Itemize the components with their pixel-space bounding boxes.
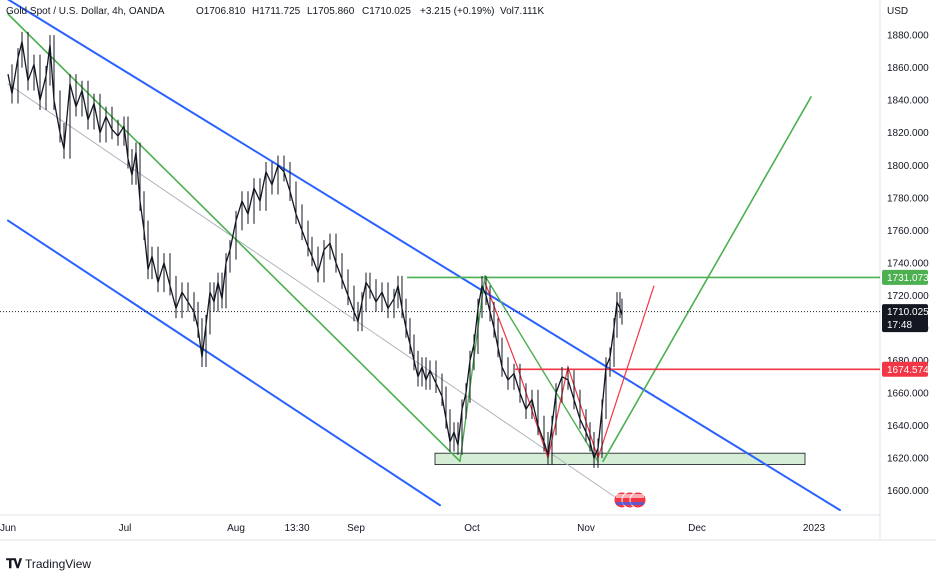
badge-current-price-countdown: 17:48 <box>887 320 912 331</box>
price-tick-label: 1840.000 <box>887 96 929 107</box>
green-rise-line <box>459 275 486 463</box>
legend-high: H1711.725 <box>252 6 301 17</box>
blue-channel-upper-line <box>7 0 841 512</box>
red-zigzag-line <box>484 282 655 461</box>
price-series-line <box>7 41 623 459</box>
time-tick-label: Jul <box>119 523 132 534</box>
green-channel-line <box>7 13 461 463</box>
price-axis[interactable]: 1600.000 1620.000 1640.000 1660.000 1680.000… <box>887 31 929 497</box>
plot-area[interactable] <box>0 0 880 515</box>
price-tick-label: 1680.000 <box>887 356 929 367</box>
green-projection-line <box>602 96 812 463</box>
support-zone <box>434 452 806 465</box>
price-tick-label: 1880.000 <box>887 31 929 42</box>
badge-red-level-text: 1674.574 <box>887 365 929 376</box>
price-series-layer <box>7 31 623 468</box>
badge-green-level-text: 1731.073 <box>887 273 929 284</box>
time-axis[interactable]: Jun Jul Aug 13:30 Sep Oct Nov Dec 2023 <box>0 523 826 534</box>
time-tick-label: Jun <box>0 523 16 534</box>
time-tick-label: Dec <box>688 523 706 534</box>
brand-label: TradingView <box>25 557 92 571</box>
badge-current-price-text: 1710.025 <box>887 307 929 318</box>
price-tick-label: 1720.000 <box>887 291 929 302</box>
legend-change: +3.215 (+0.19%) <box>420 6 495 17</box>
time-tick-label: 2023 <box>803 523 826 534</box>
price-tick-label: 1780.000 <box>887 193 929 204</box>
price-tick-label: 1820.000 <box>887 128 929 139</box>
legend-low: L1705.860 <box>307 6 355 17</box>
time-tick-label: Sep <box>347 523 365 534</box>
blue-channel-lower-line <box>7 219 441 507</box>
tradingview-logo-icon[interactable]: 𝐓𝐕 <box>6 556 22 571</box>
time-tick-label: 13:30 <box>284 523 309 534</box>
legend-symbol[interactable]: Gold Spot / U.S. Dollar, 4h, OANDA <box>6 6 165 17</box>
time-tick-label: Nov <box>577 523 595 534</box>
price-tick-label: 1620.000 <box>887 454 929 465</box>
badge-red-level <box>882 361 928 377</box>
price-tick-label: 1600.000 <box>887 486 929 497</box>
price-tick-label: 1660.000 <box>887 389 929 400</box>
currency-label: USD <box>887 6 908 17</box>
regression-midline <box>7 83 621 501</box>
legend-volume: Vol7.111K <box>500 6 544 17</box>
price-tick-label: 1640.000 <box>887 421 929 432</box>
time-tick-label: Oct <box>464 523 480 534</box>
price-tick-label: 1800.000 <box>887 161 929 172</box>
price-tick-label: 1760.000 <box>887 226 929 237</box>
footer: 𝐓𝐕 TradingView <box>6 556 91 572</box>
badge-green-level <box>882 269 928 285</box>
badge-current-price <box>882 304 928 333</box>
time-tick-label: Aug <box>227 523 245 534</box>
legend-open: O1706.810 <box>196 6 246 17</box>
drawings-layer <box>0 0 880 512</box>
price-badges: 1731.073 1710.025 17:48 1674.574 <box>882 269 929 377</box>
price-tick-label: 1860.000 <box>887 63 929 74</box>
price-tick-label: 1740.000 <box>887 258 929 269</box>
economic-events-icon[interactable] <box>613 491 647 509</box>
legend-close: C1710.025 <box>362 6 411 17</box>
